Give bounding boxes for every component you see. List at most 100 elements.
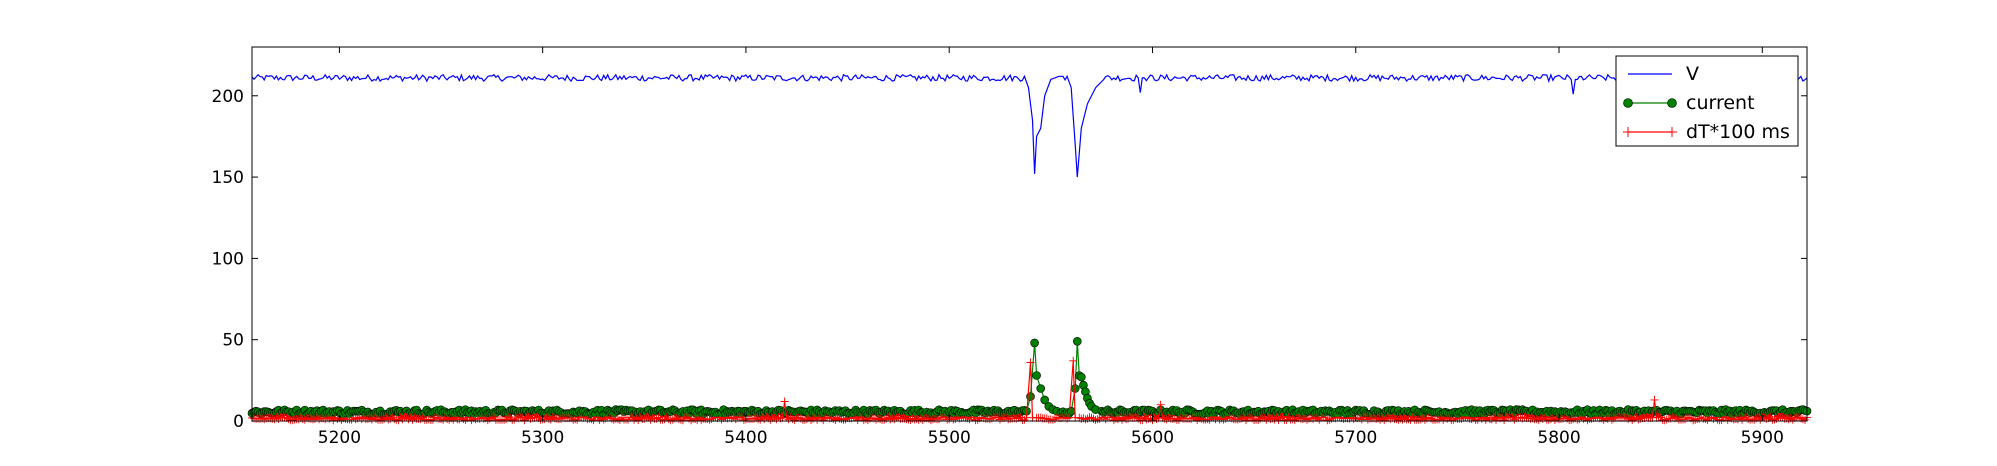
y-tick-label: 100 xyxy=(212,249,244,269)
legend-entry: current xyxy=(1623,92,1755,114)
legend-label: V xyxy=(1686,63,1699,85)
data-point xyxy=(1309,414,1318,423)
data-point xyxy=(1798,415,1807,424)
data-point xyxy=(1467,415,1476,423)
data-point xyxy=(1091,415,1100,424)
data-point xyxy=(1349,415,1358,423)
data-point xyxy=(1020,415,1029,424)
data-point xyxy=(884,413,893,422)
data-point xyxy=(1030,338,1039,348)
data-point xyxy=(658,415,667,424)
data-point xyxy=(926,416,935,425)
data-point xyxy=(1288,415,1297,424)
data-point xyxy=(1126,413,1135,421)
data-point xyxy=(1075,413,1084,422)
data-point xyxy=(890,415,899,424)
data-point xyxy=(760,415,769,424)
data-point xyxy=(1174,415,1183,424)
data-point xyxy=(536,415,545,424)
data-point xyxy=(323,413,332,422)
data-point xyxy=(1156,400,1165,409)
data-point xyxy=(1026,358,1035,367)
data-point xyxy=(1534,415,1543,424)
data-point xyxy=(790,416,799,425)
x-tick-label: 5400 xyxy=(724,428,767,448)
data-point xyxy=(1081,415,1090,424)
data-point xyxy=(802,415,811,424)
data-point xyxy=(1203,415,1212,424)
data-point xyxy=(1561,412,1570,421)
data-point xyxy=(788,415,797,424)
data-point xyxy=(642,413,651,422)
data-point xyxy=(1048,415,1057,424)
legend-entry: V xyxy=(1628,63,1699,85)
data-point xyxy=(1388,413,1397,422)
data-point xyxy=(459,415,468,423)
data-point xyxy=(390,415,399,424)
data-point xyxy=(1685,413,1694,422)
data-point xyxy=(876,415,885,424)
data-point xyxy=(1681,415,1689,424)
data-point xyxy=(1691,415,1700,424)
data-point xyxy=(937,413,946,422)
data-point xyxy=(1032,371,1041,380)
data-point xyxy=(1701,415,1710,423)
data-point xyxy=(1439,415,1448,424)
data-point xyxy=(1593,413,1602,422)
x-tick-label: 5800 xyxy=(1537,428,1580,448)
data-point xyxy=(1697,413,1706,422)
data-point xyxy=(1550,416,1559,424)
data-point xyxy=(894,413,903,422)
data-point xyxy=(1325,415,1334,424)
y-tick-label: 50 xyxy=(222,331,244,351)
data-point xyxy=(1050,415,1059,424)
data-point xyxy=(833,413,842,422)
data-point xyxy=(1176,413,1185,422)
data-point xyxy=(683,413,691,422)
data-point xyxy=(1520,413,1529,421)
data-point xyxy=(298,415,307,424)
data-point xyxy=(731,415,740,424)
data-point xyxy=(1235,414,1244,423)
data-point xyxy=(1219,415,1228,424)
legend-marker xyxy=(1667,98,1677,108)
data-point xyxy=(548,413,557,421)
data-point xyxy=(1113,415,1122,424)
series-dt-100-ms xyxy=(248,356,1811,425)
data-point xyxy=(408,415,417,424)
data-point xyxy=(1225,413,1234,422)
data-point xyxy=(1784,415,1793,424)
data-point xyxy=(1538,414,1547,423)
data-point xyxy=(1303,415,1311,424)
data-point xyxy=(1654,413,1663,421)
legend-marker xyxy=(1623,127,1633,137)
data-point xyxy=(977,413,986,422)
data-point xyxy=(1073,336,1082,346)
data-point xyxy=(912,415,921,424)
data-point xyxy=(313,413,321,422)
data-point xyxy=(1207,413,1216,422)
data-point xyxy=(327,413,336,421)
data-point xyxy=(504,413,513,421)
data-point xyxy=(1298,415,1307,424)
x-tick-label: 5200 xyxy=(318,428,361,448)
data-point xyxy=(959,413,968,421)
y-tick-label: 0 xyxy=(233,412,244,432)
data-point xyxy=(1152,415,1161,423)
data-point xyxy=(359,413,368,422)
data-point xyxy=(1290,416,1299,425)
data-point xyxy=(1668,413,1677,421)
data-point xyxy=(1424,413,1433,422)
data-point xyxy=(1101,415,1110,424)
data-point xyxy=(477,413,486,422)
data-point xyxy=(841,415,850,424)
data-point xyxy=(443,415,452,423)
data-point xyxy=(1683,413,1692,422)
data-point xyxy=(935,415,943,424)
legend-marker xyxy=(1667,127,1677,137)
data-point xyxy=(1262,415,1271,424)
data-point xyxy=(571,415,580,424)
data-point xyxy=(691,415,700,423)
data-point xyxy=(274,415,283,423)
